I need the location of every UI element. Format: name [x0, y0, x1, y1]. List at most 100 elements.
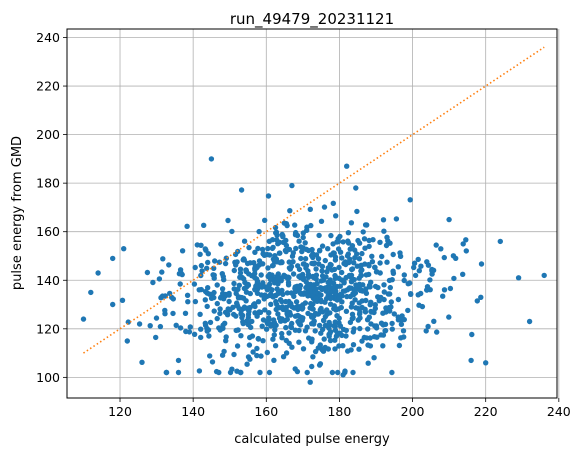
scatter-point: [478, 294, 484, 300]
scatter-point: [450, 253, 457, 259]
scatter-point: [283, 248, 289, 255]
scatter-point: [390, 251, 396, 258]
scatter-point: [95, 270, 101, 276]
scatter-point: [309, 363, 315, 370]
scatter-point: [331, 323, 337, 329]
scatter-point: [206, 333, 212, 339]
scatter-point: [202, 322, 209, 329]
scatter-point: [298, 244, 304, 250]
scatter-point: [320, 346, 326, 352]
scatter-point: [270, 256, 277, 262]
scatter-point: [191, 331, 198, 337]
scatter-point: [463, 237, 469, 243]
scatter-point: [309, 260, 315, 267]
scatter-point: [196, 368, 203, 374]
scatter-point: [313, 286, 319, 292]
scatter-point: [286, 259, 292, 265]
reference-line-path: [83, 46, 545, 354]
scatter-point: [332, 289, 338, 296]
scatter-point: [324, 307, 330, 313]
scatter-point: [303, 246, 309, 252]
scatter-point: [192, 298, 199, 305]
x-tick-label: 120: [108, 404, 132, 419]
scatter-point: [210, 272, 216, 278]
scatter-point: [310, 251, 316, 257]
scatter-point: [321, 317, 327, 324]
scatter-point: [263, 326, 270, 332]
scatter-point: [286, 330, 292, 336]
scatter-point: [356, 275, 362, 281]
scatter-point: [264, 320, 271, 327]
scatter-point: [357, 263, 363, 269]
scatter-point: [214, 300, 220, 307]
scatter-point: [286, 340, 292, 346]
scatter-point: [319, 326, 326, 333]
scatter-point: [463, 248, 469, 254]
scatter-point: [357, 325, 363, 332]
scatter-point: [238, 333, 244, 339]
scatter-point: [305, 271, 312, 278]
scatter-point: [347, 246, 353, 252]
scatter-point: [262, 307, 268, 313]
scatter-point: [378, 294, 384, 301]
scatter-point: [157, 323, 164, 330]
scatter-point: [257, 369, 263, 376]
scatter-point: [252, 310, 258, 316]
scatter-point: [316, 322, 323, 329]
scatter-point: [216, 259, 223, 265]
scatter-point: [275, 311, 281, 317]
scatter-point: [304, 227, 310, 233]
y-tick-label: 200: [36, 127, 60, 142]
scatter-point: [284, 290, 291, 296]
scatter-point: [339, 269, 345, 276]
scatter-point: [365, 342, 371, 348]
scatter-point: [246, 342, 253, 348]
scatter-point: [312, 310, 319, 317]
scatter-point: [217, 306, 223, 312]
scatter-point: [273, 230, 279, 236]
scatter-point: [300, 346, 307, 352]
scatter-point: [233, 327, 239, 334]
scatter-point: [276, 250, 283, 256]
scatter-point: [214, 315, 220, 322]
scatter-point: [365, 360, 371, 366]
scatter-point: [121, 246, 127, 252]
scatter-point: [382, 327, 389, 334]
scatter-point: [369, 253, 375, 259]
scatter-point: [110, 255, 116, 262]
scatter-point: [384, 259, 390, 265]
scatter-point: [159, 269, 165, 275]
scatter-point: [407, 280, 413, 286]
scatter-point: [265, 265, 271, 271]
scatter-point: [363, 297, 369, 304]
scatter-point: [229, 366, 235, 372]
scatter-point: [336, 264, 342, 271]
scatter-point: [222, 309, 229, 315]
scatter-point: [284, 316, 290, 323]
scatter-point: [352, 247, 358, 253]
scatter-point: [259, 284, 265, 290]
scatter-point: [216, 369, 222, 376]
scatter-point: [337, 291, 343, 298]
scatter-point: [254, 345, 260, 352]
scatter-point: [411, 260, 418, 266]
scatter-point: [434, 329, 440, 335]
scatter-point: [283, 324, 289, 331]
scatter-point: [354, 283, 361, 289]
scatter-point: [247, 260, 253, 266]
scatter-point: [390, 268, 396, 274]
scatter-point: [291, 293, 297, 300]
scatter-point: [289, 320, 295, 327]
x-axis-label: calculated pulse energy: [234, 432, 390, 447]
scatter-point: [267, 276, 274, 282]
scatter-point: [391, 311, 397, 317]
scatter-point: [293, 245, 299, 252]
scatter-point: [298, 304, 305, 311]
scatter-point: [150, 279, 156, 286]
scatter-point: [373, 323, 380, 329]
scatter-point: [460, 271, 466, 277]
scatter-point: [387, 284, 393, 291]
scatter-point: [427, 277, 433, 283]
scatter-point: [266, 238, 272, 244]
scatter-point: [361, 236, 368, 242]
